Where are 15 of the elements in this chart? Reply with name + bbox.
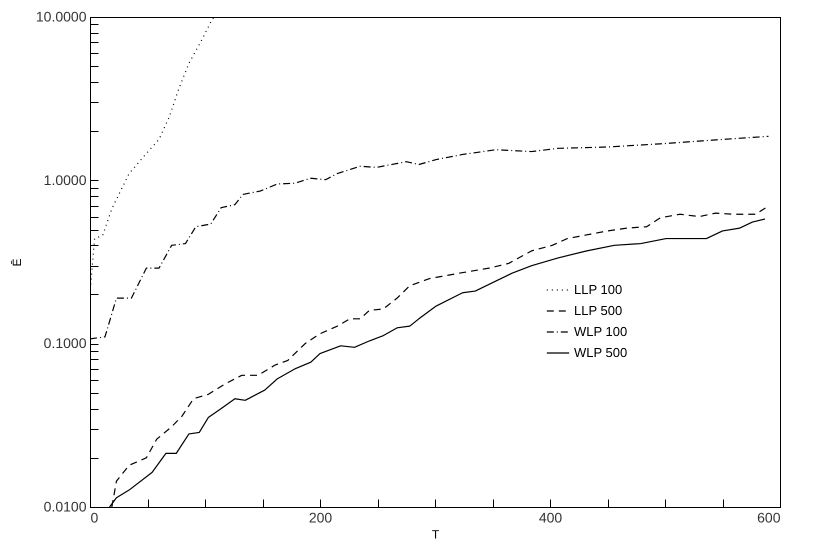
legend-label: LLP 500: [574, 303, 622, 318]
legend-label: LLP 100: [574, 282, 622, 297]
x-tick-label: 0: [90, 510, 98, 526]
x-tick-label: 200: [308, 510, 332, 526]
y-tick-label: 1.0000: [44, 172, 87, 188]
line-series: [90, 136, 770, 340]
x-axis-title: T: [432, 528, 440, 542]
legend-label: WLP 100: [574, 324, 628, 339]
x-tick-label: 400: [538, 510, 562, 526]
y-tick-label: 10.0000: [36, 8, 87, 24]
y-tick-label: 0.0100: [44, 498, 87, 514]
legend-label: WLP 500: [574, 345, 628, 360]
y-axis-title: Ē: [10, 258, 24, 267]
x-tick-label: 600: [757, 510, 781, 526]
y-tick-label: 0.1000: [44, 335, 87, 352]
